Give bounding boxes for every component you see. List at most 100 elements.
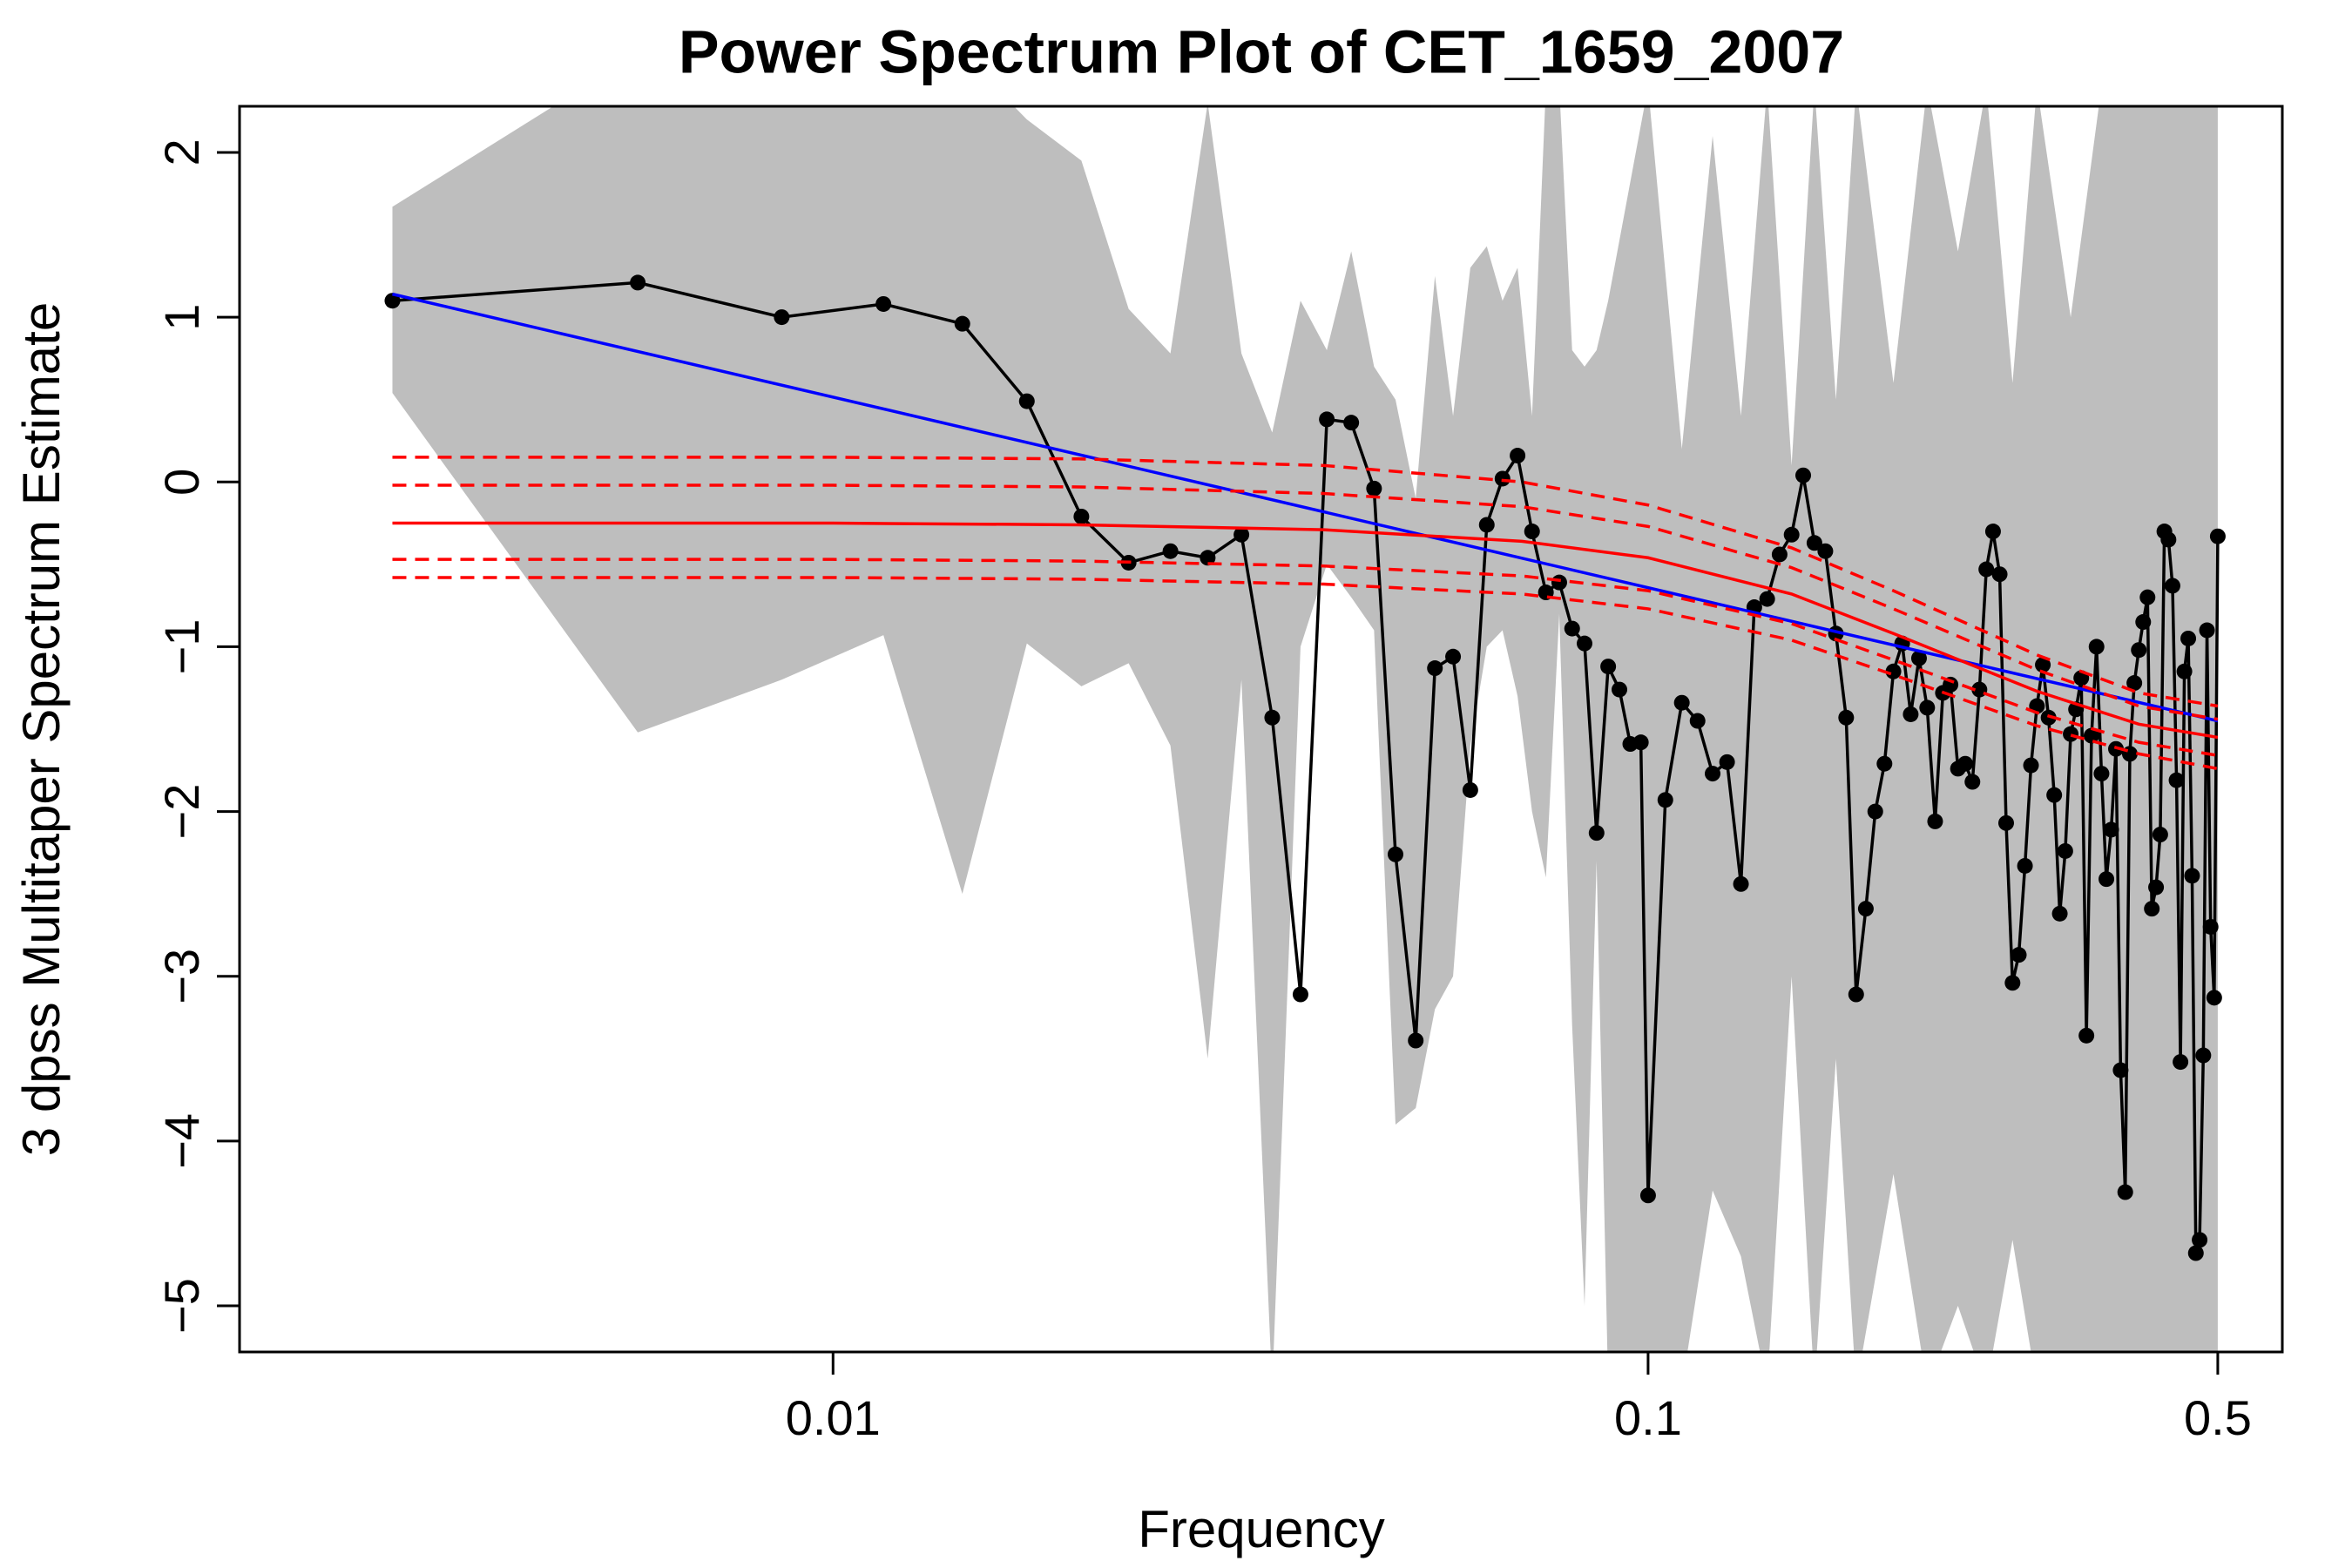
data-point <box>2035 657 2051 673</box>
data-point <box>2173 1054 2189 1071</box>
data-point <box>2199 622 2215 639</box>
data-point <box>1462 781 1478 798</box>
plot-frame <box>238 105 2284 1354</box>
data-point <box>2184 868 2200 884</box>
data-point <box>1964 774 1981 790</box>
data-point <box>1806 535 1822 551</box>
data-point <box>1588 825 1605 841</box>
data-point <box>1673 694 1690 711</box>
data-point <box>875 295 892 312</box>
data-point <box>1387 846 1403 862</box>
data-point <box>2187 1245 2204 1261</box>
data-point <box>1600 659 1617 675</box>
data-point <box>1957 755 1974 772</box>
data-point <box>1997 814 2014 831</box>
x-axis-label: Frequency <box>1138 1500 1384 1558</box>
data-point <box>1876 755 1893 772</box>
data-point <box>1639 1187 1656 1204</box>
data-point <box>1564 620 1580 637</box>
data-point <box>2209 528 2226 544</box>
data-point <box>1445 648 1462 665</box>
x-tick-label: 0.01 <box>786 1390 881 1445</box>
data-point <box>1073 508 1090 524</box>
series-line <box>392 292 2219 723</box>
data-point <box>2004 975 2021 991</box>
data-point <box>2164 578 2180 594</box>
series-line <box>392 521 2219 740</box>
y-tick-label: −1 <box>154 618 209 674</box>
data-point <box>2126 675 2143 692</box>
data-point <box>1551 574 1567 591</box>
data-point <box>2131 642 2147 659</box>
data-point <box>1978 561 1995 578</box>
data-point <box>2103 821 2119 838</box>
data-point <box>1991 566 2008 583</box>
data-point <box>1689 713 1706 729</box>
data-point <box>774 309 790 326</box>
dashed-line <box>392 576 2219 771</box>
data-point <box>2117 1184 2133 1200</box>
data-point <box>1885 663 1902 679</box>
data-point <box>384 293 401 309</box>
data-point <box>1657 792 1673 808</box>
data-point <box>1838 709 1855 726</box>
chart-title: Power Spectrum Plot of CET_1659_2007 <box>679 17 1844 85</box>
data-point <box>2083 727 2099 744</box>
x-tick-label: 0.1 <box>1614 1390 1682 1445</box>
data-point <box>1478 517 1495 533</box>
data-point <box>1867 803 1883 820</box>
dashed-line <box>392 456 2219 708</box>
data-point <box>1366 480 1382 497</box>
y-tick-label: 0 <box>154 469 209 496</box>
data-point <box>1817 543 1834 559</box>
data-point <box>2202 918 2219 935</box>
data-point <box>2152 827 2168 843</box>
data-point <box>2148 879 2165 896</box>
data-point <box>1612 681 1628 698</box>
data-point <box>1719 754 1735 770</box>
data-point <box>1984 524 2001 540</box>
data-point <box>1903 706 1919 722</box>
data-point <box>2078 1027 2095 1044</box>
data-point <box>1771 546 1788 563</box>
data-point <box>1910 650 1927 666</box>
data-point <box>1494 470 1511 487</box>
y-tick-label: −5 <box>154 1278 209 1334</box>
dashed-line <box>392 558 2219 757</box>
data-point <box>1576 635 1592 652</box>
data-point <box>1233 526 1250 543</box>
data-point <box>2144 901 2160 917</box>
data-point <box>2046 787 2063 803</box>
y-tick-label: 1 <box>154 304 209 331</box>
data-point <box>2180 630 2197 646</box>
data-point <box>1018 393 1035 409</box>
data-point <box>2139 589 2156 605</box>
data-point <box>1524 524 1540 540</box>
y-tick-label: −4 <box>154 1113 209 1169</box>
data-point <box>1292 986 1308 1003</box>
data-point <box>2063 726 2079 742</box>
data-point <box>2168 772 2185 788</box>
plot-area <box>384 106 2226 1352</box>
data-point <box>2135 614 2152 631</box>
data-point <box>2176 663 2193 679</box>
data-point <box>1919 700 1936 716</box>
data-point <box>2051 905 2068 922</box>
data-point <box>2160 531 2177 548</box>
dashed-line <box>392 483 2219 721</box>
x-tick-label: 0.5 <box>2184 1390 2252 1445</box>
data-point <box>954 315 970 332</box>
data-point <box>1200 550 1216 566</box>
data-point <box>1733 875 1749 892</box>
data-point <box>2093 766 2110 782</box>
data-point <box>1848 986 1864 1003</box>
data-point <box>1857 901 1874 917</box>
data-point <box>1759 591 1775 607</box>
data-point <box>2017 857 2033 874</box>
data-point <box>1795 467 1812 483</box>
data-point <box>1408 1032 1424 1049</box>
y-tick-label: −3 <box>154 949 209 1004</box>
data-point <box>1705 766 1721 782</box>
